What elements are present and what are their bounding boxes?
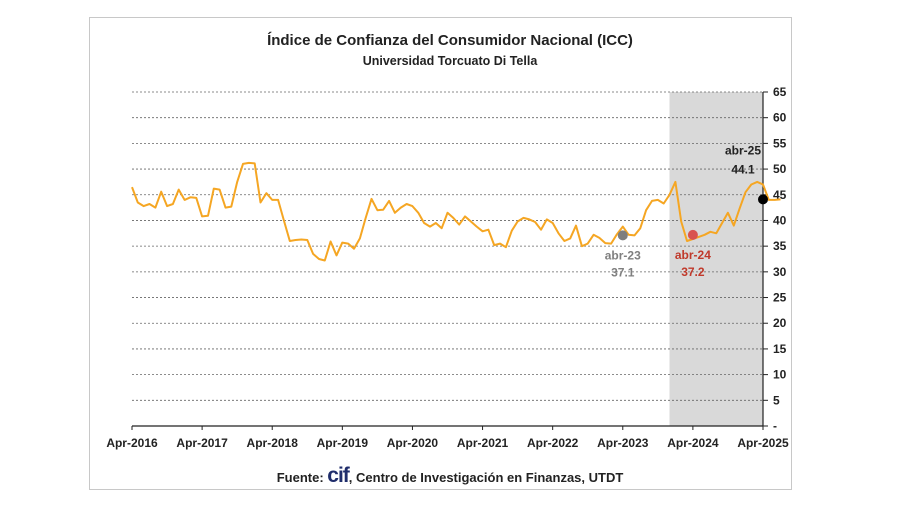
y-tick-label: 50: [773, 162, 787, 176]
x-tick-label: Apr-2024: [667, 436, 719, 450]
x-tick-label: Apr-2019: [317, 436, 369, 450]
chart-title: Índice de Confianza del Consumidor Nacio…: [267, 32, 633, 49]
x-tick-label: Apr-2018: [247, 436, 299, 450]
annotation-label: abr-23: [605, 248, 641, 262]
y-tick-label: 40: [773, 213, 787, 227]
cif-logo: cif: [327, 464, 349, 487]
y-tick-label: 45: [773, 188, 787, 202]
series-line: [131, 161, 781, 262]
y-tick-label: 15: [773, 342, 787, 356]
y-tick-label: 55: [773, 136, 787, 150]
annotation-value: 37.1: [611, 265, 635, 279]
shaded-region: [669, 92, 763, 426]
x-tick-label: Apr-2023: [597, 436, 649, 450]
x-tick-label: Apr-2016: [106, 436, 158, 450]
annotation-marker: [758, 194, 768, 205]
y-tick-label: 25: [773, 291, 787, 305]
annotation-marker: [617, 230, 628, 241]
annotation-label: abr-25: [725, 143, 761, 157]
source-prefix: Fuente:: [276, 470, 324, 485]
annotation-marker: [687, 229, 698, 240]
x-tick-label: Apr-2017: [176, 436, 228, 450]
y-tick-label: 65: [773, 85, 787, 99]
x-tick-label: Apr-2020: [387, 436, 439, 450]
annotation-label: abr-24: [675, 248, 711, 262]
y-tick-label: 5: [773, 393, 780, 407]
chart-source: Fuente: cif, Centro de Investigación en …: [0, 464, 900, 488]
y-tick-label: 30: [773, 265, 787, 279]
annotation-value: 44.1: [731, 162, 755, 176]
y-tick-label: 20: [773, 316, 787, 330]
y-tick-label: 35: [773, 239, 787, 253]
source-text: , Centro de Investigación en Finanzas, U…: [348, 470, 624, 485]
y-tick-label: 10: [773, 368, 787, 382]
chart-subtitle: Universidad Torcuato Di Tella: [362, 54, 538, 68]
y-tick-label: -: [773, 419, 777, 433]
x-tick-label: Apr-2022: [527, 436, 579, 450]
y-tick-label: 60: [773, 111, 787, 125]
annotation-value: 37.2: [681, 265, 705, 279]
x-tick-label: Apr-2025: [737, 436, 789, 450]
x-tick-label: Apr-2021: [457, 436, 509, 450]
